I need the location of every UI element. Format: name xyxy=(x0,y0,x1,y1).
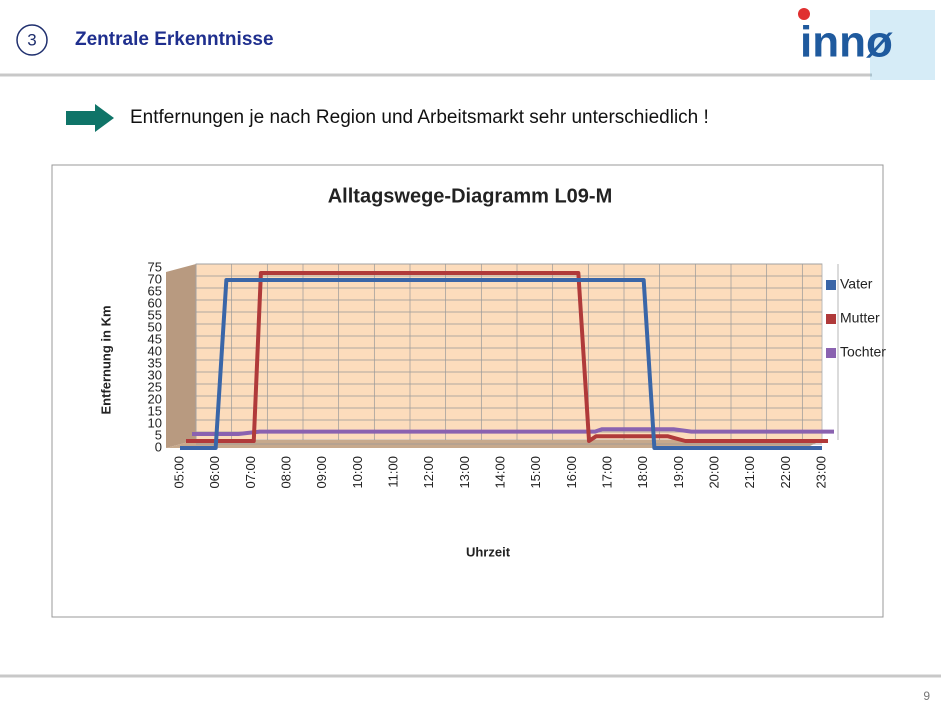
page-number: 9 xyxy=(923,689,930,703)
x-tick-label: 16:00 xyxy=(564,456,579,489)
back-wall xyxy=(195,263,823,441)
y-tick-label: 60 xyxy=(148,295,162,310)
x-tick-label: 21:00 xyxy=(742,456,757,489)
logo-shape xyxy=(870,10,935,80)
x-tick-label: 13:00 xyxy=(457,456,472,489)
x-tick-label: 05:00 xyxy=(171,456,186,489)
y-tick-label: 30 xyxy=(148,367,162,382)
x-axis-label: Uhrzeit xyxy=(466,544,511,559)
x-tick-label: 20:00 xyxy=(706,456,721,489)
x-tick-label: 11:00 xyxy=(385,456,400,488)
x-tick-label: 22:00 xyxy=(778,456,793,489)
logo: innø xyxy=(800,18,893,67)
y-tick-label: 35 xyxy=(148,355,162,370)
x-tick-label: 18:00 xyxy=(635,456,650,489)
y-tick-label: 55 xyxy=(148,307,162,322)
y-tick-label: 45 xyxy=(148,331,162,346)
legend-swatch xyxy=(826,348,836,358)
x-tick-label: 15:00 xyxy=(528,456,543,489)
x-tick-label: 23:00 xyxy=(813,456,828,489)
x-tick-label: 08:00 xyxy=(278,456,293,489)
y-tick-label: 20 xyxy=(148,391,162,406)
number-circle xyxy=(16,24,48,56)
chart-title: Alltagswege-Diagramm L09-M xyxy=(328,185,613,207)
legend-swatch xyxy=(826,280,836,290)
y-tick-label: 25 xyxy=(148,379,162,394)
x-tick-label: 19:00 xyxy=(671,456,686,489)
bullet-text: Entfernungen je nach Region und Arbeitsm… xyxy=(130,107,709,128)
x-tick-label: 06:00 xyxy=(207,456,222,489)
y-tick-label: 40 xyxy=(148,343,162,358)
y-axis-label: Entfernung in Km xyxy=(98,305,113,414)
section-title: Zentrale Erkenntnisse xyxy=(75,29,274,50)
x-tick-label: 17:00 xyxy=(599,456,614,489)
logo-dot xyxy=(798,8,810,20)
side-wall xyxy=(166,264,196,448)
y-tick-label: 70 xyxy=(148,271,162,286)
x-tick-label: 10:00 xyxy=(350,456,365,489)
legend-swatch xyxy=(826,314,836,324)
y-tick-label: 50 xyxy=(148,319,162,334)
legend-label: Mutter xyxy=(840,310,880,326)
x-tick-label: 14:00 xyxy=(492,456,507,489)
x-tick-label: 07:00 xyxy=(243,456,258,489)
y-tick-label: 10 xyxy=(148,415,162,430)
x-tick-label: 09:00 xyxy=(314,456,329,489)
bullet-arrow xyxy=(66,104,114,132)
y-tick-label: 65 xyxy=(148,283,162,298)
y-tick-label: 5 xyxy=(155,427,162,442)
series-line xyxy=(186,271,828,443)
series-line xyxy=(192,427,834,436)
y-tick-label: 15 xyxy=(148,403,162,418)
series-line xyxy=(180,278,822,450)
section-number: 3 xyxy=(27,30,36,49)
x-tick-label: 12:00 xyxy=(421,456,436,489)
legend-label: Vater xyxy=(840,276,873,292)
legend-label: Tochter xyxy=(840,344,886,360)
y-tick-label: 75 xyxy=(148,259,162,274)
y-tick-label: 0 xyxy=(155,439,162,454)
